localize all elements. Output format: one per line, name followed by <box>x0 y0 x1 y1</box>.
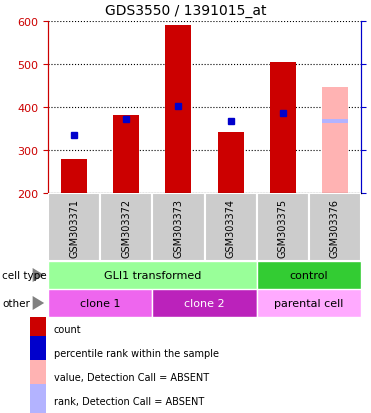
Bar <box>165 26 191 194</box>
Text: GSM303374: GSM303374 <box>226 198 236 257</box>
Bar <box>204 194 257 261</box>
Text: clone 2: clone 2 <box>184 298 225 308</box>
Bar <box>322 120 348 124</box>
Text: other: other <box>2 298 30 308</box>
Text: parental cell: parental cell <box>274 298 344 308</box>
Bar <box>61 160 87 194</box>
Bar <box>322 88 348 194</box>
Bar <box>30 313 46 346</box>
Text: GSM303376: GSM303376 <box>330 198 340 257</box>
Text: GSM303371: GSM303371 <box>69 198 79 257</box>
Text: GDS3550 / 1391015_at: GDS3550 / 1391015_at <box>105 4 266 18</box>
Bar <box>152 289 257 317</box>
Text: cell type: cell type <box>2 271 47 280</box>
Bar <box>152 194 204 261</box>
Bar <box>48 194 100 261</box>
Text: GSM303373: GSM303373 <box>173 198 183 257</box>
Bar <box>113 116 139 194</box>
Text: value, Detection Call = ABSENT: value, Detection Call = ABSENT <box>54 372 209 382</box>
Text: percentile rank within the sample: percentile rank within the sample <box>54 348 219 358</box>
Text: GSM303375: GSM303375 <box>278 198 288 257</box>
Bar <box>257 289 361 317</box>
Text: clone 1: clone 1 <box>80 298 121 308</box>
Bar <box>48 289 152 317</box>
Bar <box>309 194 361 261</box>
Bar <box>257 261 361 289</box>
Text: count: count <box>54 324 81 334</box>
Polygon shape <box>33 296 44 310</box>
Bar <box>257 194 309 261</box>
Bar <box>100 194 152 261</box>
Text: GSM303372: GSM303372 <box>121 198 131 257</box>
Bar <box>30 336 46 370</box>
Bar <box>30 384 46 413</box>
Polygon shape <box>33 268 44 282</box>
Bar <box>48 261 257 289</box>
Text: rank, Detection Call = ABSENT: rank, Detection Call = ABSENT <box>54 396 204 406</box>
Bar <box>270 63 296 194</box>
Bar <box>217 133 244 194</box>
Text: control: control <box>289 271 328 280</box>
Text: GLI1 transformed: GLI1 transformed <box>104 271 201 280</box>
Bar <box>30 360 46 394</box>
